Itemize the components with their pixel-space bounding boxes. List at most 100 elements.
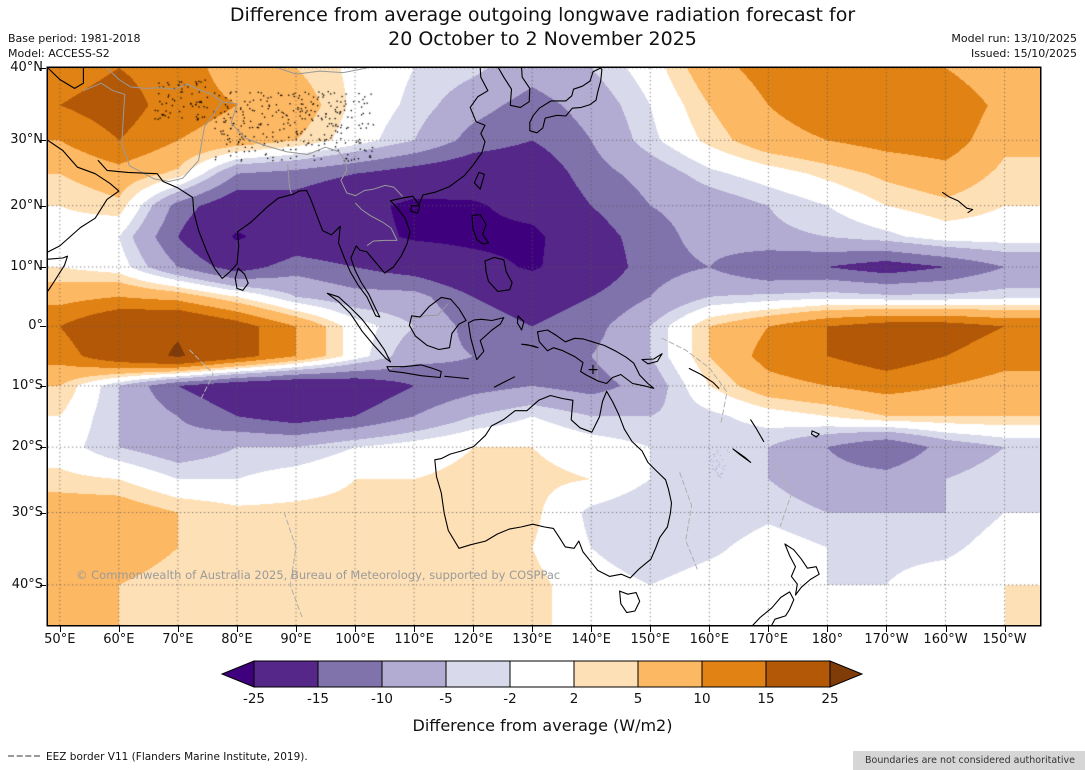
eez-legend: EEZ border V11 (Flanders Marine Institut… bbox=[8, 751, 308, 763]
lon-tick-mark bbox=[591, 626, 593, 632]
copyright-watermark: © Commonwealth of Australia 2025, Bureau… bbox=[76, 568, 561, 582]
coastline bbox=[434, 390, 673, 579]
lon-tick-label: 110°E bbox=[394, 632, 434, 647]
coastline bbox=[471, 213, 490, 245]
lon-tick-mark bbox=[473, 626, 475, 632]
colorbar-segment bbox=[573, 660, 638, 688]
coastline bbox=[493, 376, 516, 388]
lon-tick-mark bbox=[768, 626, 770, 632]
colorbar-tick-label: -5 bbox=[439, 691, 452, 707]
lat-tick-mark bbox=[40, 267, 46, 268]
lat-tick-mark bbox=[40, 584, 46, 586]
colorbar-tick-label: 15 bbox=[757, 691, 774, 707]
lon-tick-mark bbox=[118, 626, 120, 632]
lon-tick-label: 180° bbox=[811, 632, 844, 647]
colorbar-tick-label: 25 bbox=[821, 691, 838, 707]
colorbar-segment bbox=[253, 660, 318, 688]
colorbar-tick-label: -25 bbox=[242, 691, 264, 707]
lat-tick-mark bbox=[40, 385, 46, 387]
lon-tick-label: 170°W bbox=[864, 632, 909, 647]
lon-tick-mark bbox=[296, 626, 297, 632]
colorbar-segment bbox=[765, 660, 830, 688]
lon-tick-mark bbox=[945, 626, 947, 632]
coastline bbox=[326, 292, 392, 363]
eez-legend-text: EEZ border V11 (Flanders Marine Institut… bbox=[46, 751, 308, 763]
lon-tick-label: 120°E bbox=[453, 632, 493, 647]
coastline bbox=[234, 267, 249, 291]
coastline bbox=[784, 543, 820, 596]
model-name-text: Model: ACCESS-S2 bbox=[8, 47, 110, 60]
lon-tick-mark bbox=[827, 626, 829, 632]
colorbar-segment bbox=[381, 660, 446, 688]
colorbar-segment bbox=[637, 660, 702, 688]
lat-tick-label: 10°N bbox=[10, 259, 43, 274]
colorbar-segment bbox=[509, 660, 574, 688]
coastline bbox=[641, 353, 663, 365]
coastline bbox=[529, 68, 603, 134]
lon-tick-mark bbox=[532, 626, 534, 632]
country-border-line bbox=[287, 164, 292, 195]
coastline bbox=[810, 430, 820, 438]
lat-tick-mark bbox=[40, 205, 46, 207]
coastline bbox=[521, 343, 539, 349]
coastline bbox=[619, 590, 641, 614]
lat-tick-label: 30°N bbox=[10, 132, 43, 148]
lat-tick-label: 20°S bbox=[11, 439, 43, 455]
colorbar-tick-label: -15 bbox=[306, 691, 328, 707]
eez-border-line bbox=[283, 512, 303, 618]
colorbar-caption: Difference from average (W/m2) bbox=[412, 716, 673, 735]
colorbar-svg: -25 -15 -10 -5 -2 2 5 10 15 25 bbox=[220, 660, 863, 707]
lat-tick-mark bbox=[40, 140, 46, 142]
model-run-text: Model run: 13/10/2025 bbox=[951, 32, 1077, 45]
eez-border-line bbox=[189, 349, 214, 399]
coastline bbox=[467, 317, 505, 361]
lon-tick-label: 140°E bbox=[571, 632, 611, 647]
coastline bbox=[473, 171, 485, 190]
lon-tick-label: 160°E bbox=[689, 632, 730, 647]
colorbar-segment bbox=[701, 660, 766, 688]
coastlines-overlay: + bbox=[48, 68, 974, 625]
lon-tick-label: 160°W bbox=[923, 632, 968, 647]
lon-tick-label: 60°E bbox=[103, 632, 135, 647]
coastline bbox=[48, 139, 120, 253]
colorbar: -25 -15 -10 -5 -2 2 5 10 15 25 bbox=[218, 660, 868, 712]
lon-tick-label: 90°E bbox=[280, 632, 312, 647]
colorbar-tick-label: -2 bbox=[503, 691, 516, 707]
country-border-line bbox=[277, 68, 368, 75]
lat-tick-label: 10°S bbox=[11, 377, 43, 393]
lon-tick-mark bbox=[1004, 626, 1006, 632]
lon-tick-mark bbox=[414, 626, 416, 632]
boundaries-disclaimer: Boundaries are not considered authoritat… bbox=[853, 751, 1085, 770]
chart-title-line1: Difference from average outgoing longwav… bbox=[229, 4, 856, 26]
coastline bbox=[386, 364, 442, 379]
colorbar-segment bbox=[445, 660, 510, 688]
lon-tick-label: 170°E bbox=[748, 632, 789, 647]
issued-text: Issued: 15/10/2025 bbox=[970, 47, 1077, 60]
colorbar-tick-label: 5 bbox=[633, 691, 642, 707]
lat-tick-mark bbox=[40, 447, 46, 449]
coastline bbox=[410, 205, 421, 214]
eez-dashed-line-swatch bbox=[8, 755, 40, 757]
colorbar-right-arrow bbox=[829, 660, 863, 688]
lon-tick-label: 150°E bbox=[630, 632, 671, 647]
coastline bbox=[536, 329, 655, 389]
lon-tick-mark bbox=[709, 626, 711, 632]
colorbar-tick-label: 10 bbox=[693, 691, 710, 707]
map-plot-area: + © Commonwealth of Australia 2025, Bure… bbox=[48, 68, 1040, 625]
chart-title-line2: 20 October to 2 November 2025 bbox=[388, 28, 697, 50]
coastline bbox=[48, 255, 69, 292]
lat-tick-label: 40°S bbox=[11, 576, 43, 592]
model-metadata-right: Model run: 13/10/2025 Issued: 15/10/2025 bbox=[951, 31, 1077, 61]
coastline bbox=[444, 375, 469, 380]
coastline bbox=[942, 191, 974, 214]
lon-tick-mark bbox=[355, 626, 357, 632]
plus-marker: + bbox=[587, 362, 599, 378]
coastline bbox=[484, 256, 513, 293]
lat-tick-label: 20°N bbox=[10, 197, 43, 213]
lon-tick-label: 150°W bbox=[982, 632, 1027, 647]
colorbar-left-arrow bbox=[220, 660, 254, 688]
lon-tick-label: 100°E bbox=[335, 632, 375, 647]
lon-tick-mark bbox=[236, 626, 238, 632]
coastline bbox=[497, 68, 531, 108]
